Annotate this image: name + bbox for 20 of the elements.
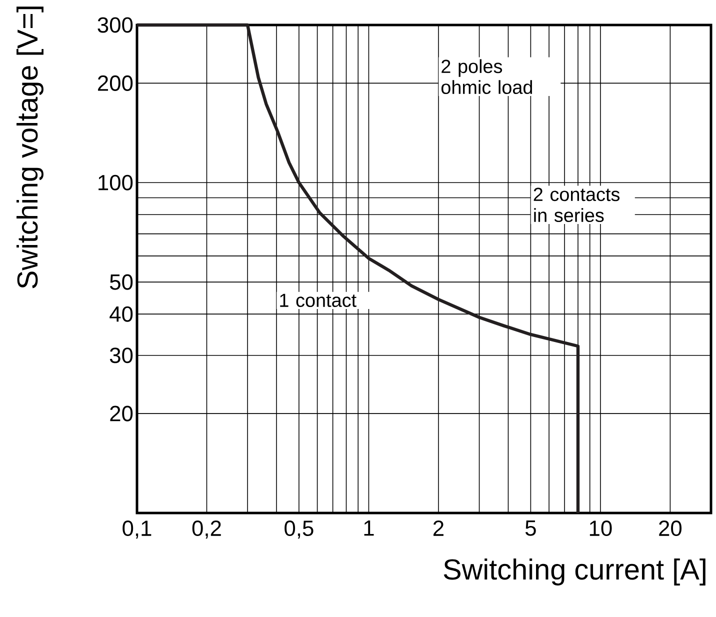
x-tick-label: 2 xyxy=(433,520,444,536)
annotation: 1 contact xyxy=(280,294,356,308)
y-tick-label: 40 xyxy=(110,306,133,322)
annotation: 2 poles ohmic load xyxy=(441,59,532,94)
x-tick-label: 0,1 xyxy=(122,520,152,539)
x-tick-label: 20 xyxy=(659,520,682,536)
y-tick-label: 30 xyxy=(110,348,133,364)
x-tick-label: 0,2 xyxy=(192,520,221,539)
x-tick-label: 5 xyxy=(525,520,536,536)
annotation: 2 contacts in series xyxy=(534,188,620,222)
x-tick-label: 0,5 xyxy=(284,520,314,539)
y-tick-label: 50 xyxy=(110,274,133,290)
y-tick-label: 300 xyxy=(98,17,133,33)
x-axis-title: Switching current [A] xyxy=(444,558,706,586)
y-tick-label: 20 xyxy=(110,406,133,422)
x-tick-label: 1 xyxy=(364,520,374,536)
y-tick-label: 100 xyxy=(98,174,133,190)
y-tick-label: 200 xyxy=(98,75,133,91)
y-axis-title: Switching voltage [V=] xyxy=(16,6,44,288)
x-tick-label: 10 xyxy=(590,520,612,536)
